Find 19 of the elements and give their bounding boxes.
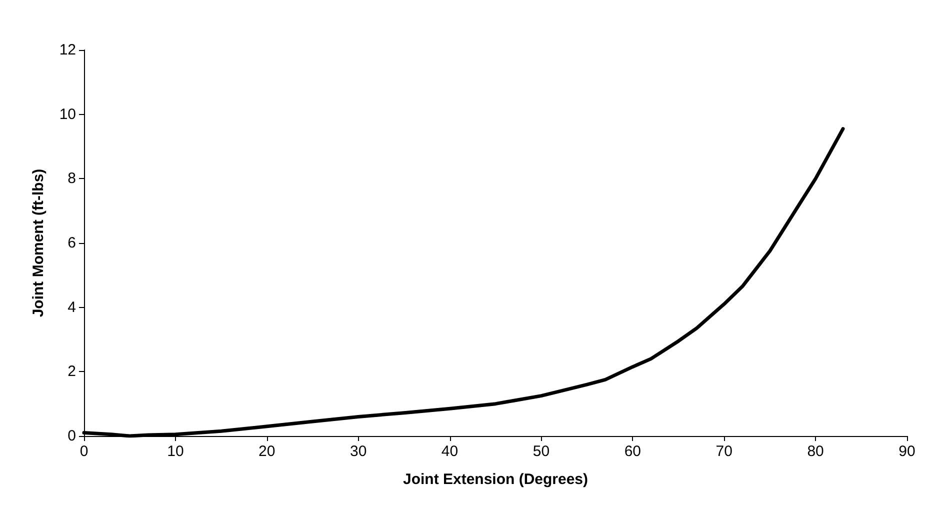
x-tick-label: 60 (624, 443, 642, 460)
y-tick-label: 10 (59, 106, 76, 123)
x-tick-label: 80 (807, 443, 824, 460)
y-axis-title: Joint Moment (ft-lbs) (30, 168, 47, 318)
y-tick-label: 6 (68, 234, 76, 252)
x-tick-label: 70 (716, 443, 732, 460)
x-tick-label: 10 (167, 443, 184, 460)
y-tick-label: 0 (68, 428, 76, 444)
y-tick-label: 2 (68, 363, 76, 380)
x-axis-title: Joint Extension (Degrees) (402, 471, 588, 488)
x-tick-label: 20 (258, 443, 276, 460)
y-tick-label: 8 (68, 170, 76, 188)
x-tick-label: 40 (441, 443, 458, 460)
y-tick-label: 12 (59, 42, 76, 58)
y-tick-label: 4 (68, 298, 76, 316)
x-tick-label: 90 (898, 443, 916, 460)
x-tick-label: 30 (350, 443, 367, 460)
x-tick-label: 0 (80, 443, 88, 460)
x-tick-label: 50 (532, 443, 550, 460)
